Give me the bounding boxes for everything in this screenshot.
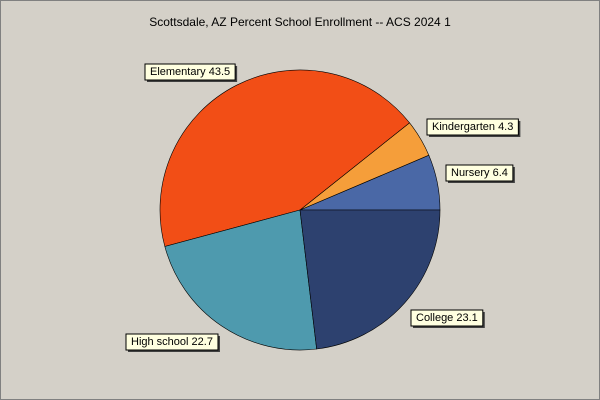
label-box <box>410 309 484 327</box>
label-text: Nursery 6.4 <box>451 167 508 179</box>
label-box <box>445 164 514 182</box>
data-label: College 23.1 <box>410 309 485 328</box>
pie-slice <box>164 209 318 351</box>
category-name: Nursery <box>451 167 490 179</box>
category-name: Elementary <box>150 66 206 78</box>
label-box <box>426 118 519 136</box>
category-name: High school <box>131 336 188 348</box>
value-label: 6.4 <box>493 167 508 179</box>
value-label: 23.1 <box>456 312 477 324</box>
data-label: High school 22.7 <box>125 333 220 352</box>
value-label: 4.3 <box>498 121 513 133</box>
category-name: Kindergarten <box>432 121 495 133</box>
data-label: Nursery 6.4 <box>445 164 515 183</box>
label-text: Kindergarten 4.3 <box>432 121 513 133</box>
label-text: Elementary 43.5 <box>150 66 230 78</box>
category-name: College <box>416 312 453 324</box>
label-text: High school 22.7 <box>131 336 213 348</box>
label-box <box>125 333 219 351</box>
label-box <box>144 63 236 81</box>
chart-title: Scottsdale, AZ Percent School Enrollment… <box>149 15 451 29</box>
data-label: Elementary 43.5 <box>144 63 238 82</box>
pie-slice <box>159 69 410 247</box>
value-label: 43.5 <box>209 66 230 78</box>
value-label: 22.7 <box>192 336 213 348</box>
data-label: Kindergarten 4.3 <box>426 118 521 137</box>
pie-slice <box>299 209 441 350</box>
label-text: College 23.1 <box>416 312 478 324</box>
